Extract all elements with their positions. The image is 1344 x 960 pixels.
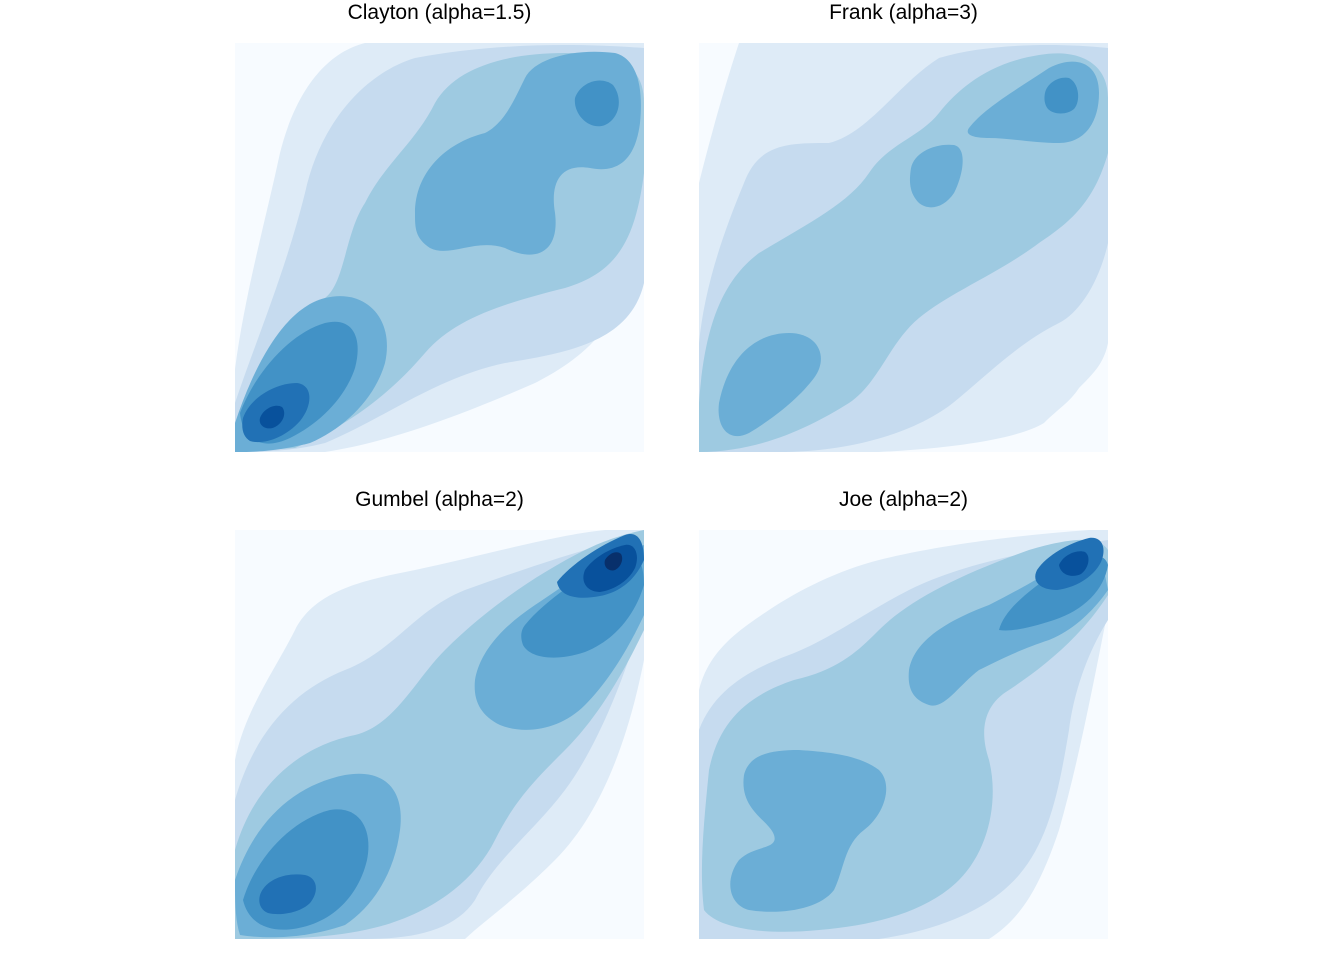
contour-level-1-clearing-tl bbox=[699, 43, 739, 183]
contour-level-7 bbox=[1059, 551, 1089, 576]
contour-level-8 bbox=[604, 552, 623, 571]
contour-level-4-center bbox=[909, 144, 963, 208]
panel-title-frank: Frank (alpha=3) bbox=[829, 1, 978, 24]
contour-level-4-lower bbox=[730, 750, 887, 912]
contour-panel-clayton bbox=[235, 43, 644, 452]
contour-level-5 bbox=[1044, 77, 1079, 114]
contour-panel-joe bbox=[699, 530, 1108, 939]
contour-panel-frank bbox=[699, 43, 1108, 452]
contour-level-7 bbox=[259, 405, 285, 429]
panel-title-clayton: Clayton (alpha=1.5) bbox=[347, 1, 532, 24]
contour-panel-gumbel bbox=[235, 530, 644, 939]
contour-level-5-upper bbox=[574, 80, 619, 127]
panel-title-gumbel: Gumbel (alpha=2) bbox=[355, 488, 524, 511]
contour-level-4-lower bbox=[718, 333, 821, 437]
panel-title-joe: Joe (alpha=2) bbox=[838, 488, 968, 511]
contour-level-6-lower bbox=[259, 874, 316, 915]
contour-level-1-clearing-br bbox=[879, 343, 1108, 452]
